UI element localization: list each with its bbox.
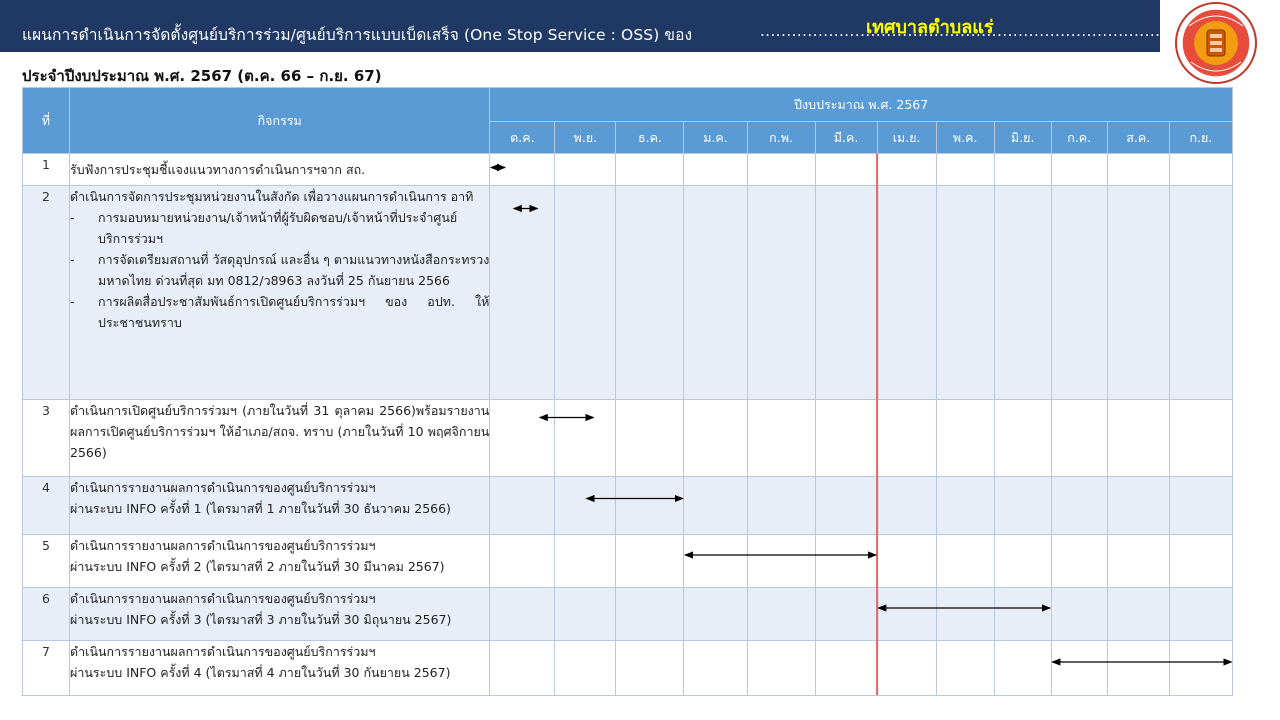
month-header: พ.ย. [554,121,617,154]
row-number: 5 [21,534,71,588]
activity-text: ดำเนินการรายงานผลการดำเนินการของศูนย์บริ… [70,644,376,659]
table-row: 4 ดำเนินการรายงานผลการดำเนินการของศูนย์บ… [21,476,1234,535]
month-header: ก.พ. [746,121,816,154]
activity-subitem: - การจัดเตรียมสถานที่ วัสดุอุปกรณ์ และอื่… [70,252,490,288]
activity-text-2: ผ่านระบบ INFO ครั้งที่ 4 (ไตรมาสที่ 4 ภา… [70,665,451,680]
municipality-seal-icon [1175,2,1257,84]
header-no: ที่ [21,87,71,154]
header-activity: กิจกรรม [69,87,491,154]
row-number: 1 [21,153,71,186]
fiscal-subtitle: ประจำปีงบประมาณ พ.ศ. 2567 (ต.ค. 66 – ก.ย… [22,67,382,85]
activity-subitem: - การผลิตสื่อประชาสัมพันธ์การเปิดศูนย์บริ… [70,294,490,330]
row-number: 4 [21,476,71,535]
activity-text: ดำเนินการรายงานผลการดำเนินการของศูนย์บริ… [70,538,376,553]
page-title: แผนการดำเนินการจัดตั้งศูนย์บริการร่วม/ศู… [22,26,693,44]
plan-table-wrap: ที่ กิจกรรม ปีงบประมาณ พ.ศ. 2567 ต.ค. พ.… [21,87,1234,696]
table-row: 6 ดำเนินการรายงานผลการดำเนินการของศูนย์บ… [21,587,1234,641]
month-header: ส.ค. [1106,121,1170,154]
activity-subitem: - การมอบหมายหน่วยงาน/เจ้าหน้าที่ผู้รับผิด… [70,210,458,246]
plan-table: ที่ กิจกรรม ปีงบประมาณ พ.ศ. 2567 ต.ค. พ.… [21,87,1234,696]
activity-cell: ดำเนินการรายงานผลการดำเนินการของศูนย์บริ… [69,534,491,588]
activity-cell: ดำเนินการรายงานผลการดำเนินการของศูนย์บริ… [69,587,491,641]
month-header: ม.ค. [683,121,748,154]
table-row: 2 ดำเนินการจัดการประชุมหน่วยงานในสังกัด … [21,185,1234,400]
table-row: 3 ดำเนินการเปิดศูนย์บริการร่วมฯ (ภายในวั… [21,399,1234,477]
activity-text: ดำเนินการรายงานผลการดำเนินการของศูนย์บริ… [70,480,376,495]
month-header: ก.ย. [1168,121,1234,154]
title-dots: ........................................… [760,22,1280,40]
activity-text: ดำเนินการเปิดศูนย์บริการร่วมฯ (ภายในวันท… [69,399,491,477]
month-header: มี.ค. [814,121,878,154]
activity-text-2: ผ่านระบบ INFO ครั้งที่ 2 (ไตรมาสที่ 2 ภา… [70,559,445,574]
activity-text: ดำเนินการรายงานผลการดำเนินการของศูนย์บริ… [70,591,376,606]
activity-text: ดำเนินการจัดการประชุมหน่วยงานในสังกัด เพ… [70,189,474,204]
activity-cell: ดำเนินการรายงานผลการดำเนินการของศูนย์บริ… [69,476,491,535]
month-header: ธ.ค. [615,121,685,154]
title-bar: แผนการดำเนินการจัดตั้งศูนย์บริการร่วม/ศู… [0,0,1280,52]
table-row: 7 ดำเนินการรายงานผลการดำเนินการของศูนย์บ… [21,640,1234,696]
activity-text-2: ผ่านระบบ INFO ครั้งที่ 3 (ไตรมาสที่ 3 ภา… [70,612,452,627]
row-number: 7 [21,640,71,696]
month-header: เม.ย. [876,121,937,154]
row-number: 3 [21,399,71,477]
month-header: มิ.ย. [993,121,1052,154]
month-header: ต.ค. [489,121,556,154]
header-fiscal-year: ปีงบประมาณ พ.ศ. 2567 [489,87,1233,122]
month-header: ก.ค. [1050,121,1108,154]
activity-cell: ดำเนินการรายงานผลการดำเนินการของศูนย์บริ… [69,640,491,696]
table-row: 5 ดำเนินการรายงานผลการดำเนินการของศูนย์บ… [21,534,1234,588]
table-row: 1 รับฟังการประชุมชี้แจงแนวทางการดำเนินกา… [21,153,1234,186]
activity-text: รับฟังการประชุมชี้แจงแนวทางการดำเนินการฯ… [69,153,491,186]
row-number: 6 [21,587,71,641]
row-number: 2 [21,185,71,400]
month-header: พ.ค. [935,121,995,154]
org-name: เทศบาลตำบลแร่ [866,17,994,38]
activity-text-2: ผ่านระบบ INFO ครั้งที่ 1 (ไตรมาสที่ 1 ภา… [70,501,451,516]
activity-cell: ดำเนินการจัดการประชุมหน่วยงานในสังกัด เพ… [69,185,491,400]
